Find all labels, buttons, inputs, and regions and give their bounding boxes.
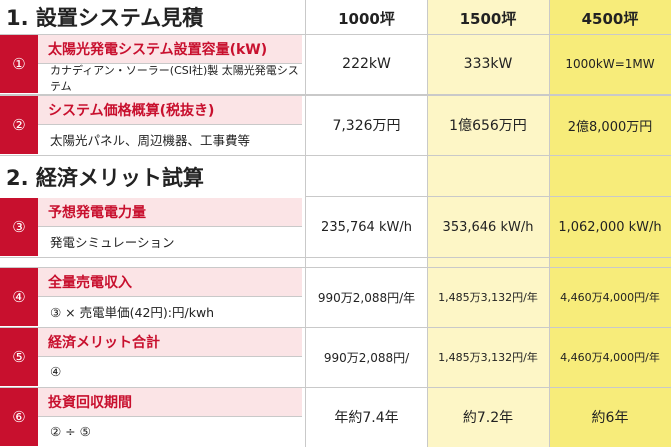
value-1500: 333kW	[463, 56, 513, 72]
value-4500: 1000kW=1MW	[565, 57, 655, 71]
grid-line	[38, 226, 302, 227]
value-1000: 222kW	[342, 56, 391, 72]
grid-line	[306, 196, 671, 197]
row-label: 太陽光発電システム設置容量(kW)	[38, 35, 302, 63]
grid-line	[549, 0, 550, 447]
value-1500: 1,485万3,132円/年	[438, 351, 538, 364]
value-1000: 年約7.4年	[334, 410, 399, 426]
grid-line	[0, 267, 671, 268]
grid-line	[38, 296, 302, 297]
value-1000: 7,326万円	[332, 118, 401, 134]
row-subtext: ④	[38, 356, 302, 386]
value-1000: 235,764 kW/h	[321, 219, 412, 235]
grid-line	[38, 416, 302, 417]
row-number: ③	[0, 198, 38, 256]
value-4500: 約6年	[591, 410, 629, 426]
value-4500: 2億8,000万円	[567, 119, 653, 135]
col-1000-bg	[306, 0, 427, 447]
grid-line	[0, 257, 671, 258]
row-subtext: ③ × 売電単価(42円):円/kwh	[38, 296, 302, 326]
grid-line	[38, 63, 302, 64]
row-number: ①	[0, 35, 38, 93]
column-header-4500: 4500坪	[581, 9, 639, 28]
grid-line	[0, 155, 671, 156]
row-number: ②	[0, 96, 38, 154]
row-number: ⑤	[0, 328, 38, 386]
row-label: システム価格概算(税抜き)	[38, 96, 302, 124]
section2-title: 2. 経済メリット試算	[6, 166, 204, 190]
value-1000: 990万2,088円/年	[317, 290, 416, 305]
value-1000: 990万2,088円/	[323, 350, 410, 365]
value-4500: 4,460万4,000円/年	[560, 291, 660, 304]
value-1500: 約7.2年	[462, 410, 514, 426]
grid-line	[0, 327, 671, 328]
row-subtext: ② ÷ ⑤	[38, 416, 302, 446]
col-4500-bg	[549, 0, 671, 447]
row-label: 投資回収期間	[38, 388, 302, 416]
row-label: 予想発電電力量	[38, 198, 302, 226]
row-subtext: 発電シミュレーション	[38, 226, 302, 256]
grid-line	[38, 124, 302, 125]
row-number: ④	[0, 268, 38, 326]
row-number: ⑥	[0, 388, 38, 446]
column-header-1500: 1500坪	[459, 9, 517, 28]
value-4500: 4,460万4,000円/年	[560, 351, 660, 364]
row-subtext: 太陽光パネル、周辺機器、工事費等	[38, 124, 302, 154]
grid-line	[0, 94, 671, 96]
grid-line	[0, 34, 671, 35]
col-1500-bg	[427, 0, 549, 447]
row-subtext: カナディアン・ソーラー(CSI社)製 太陽光発電システム	[38, 63, 302, 93]
grid-line	[0, 387, 671, 388]
section1-title: 1. 設置システム見積	[6, 6, 204, 30]
grid-line	[305, 0, 306, 447]
column-header-1000: 1000坪	[338, 9, 395, 28]
value-4500: 1,062,000 kW/h	[558, 219, 662, 235]
grid-line	[38, 356, 302, 357]
grid-line	[427, 0, 428, 447]
value-1500: 353,646 kW/h	[442, 219, 534, 235]
row-label: 経済メリット合計	[38, 328, 302, 356]
value-1500: 1億656万円	[449, 118, 527, 134]
value-1500: 1,485万3,132円/年	[438, 291, 538, 304]
row-label: 全量売電収入	[38, 268, 302, 296]
